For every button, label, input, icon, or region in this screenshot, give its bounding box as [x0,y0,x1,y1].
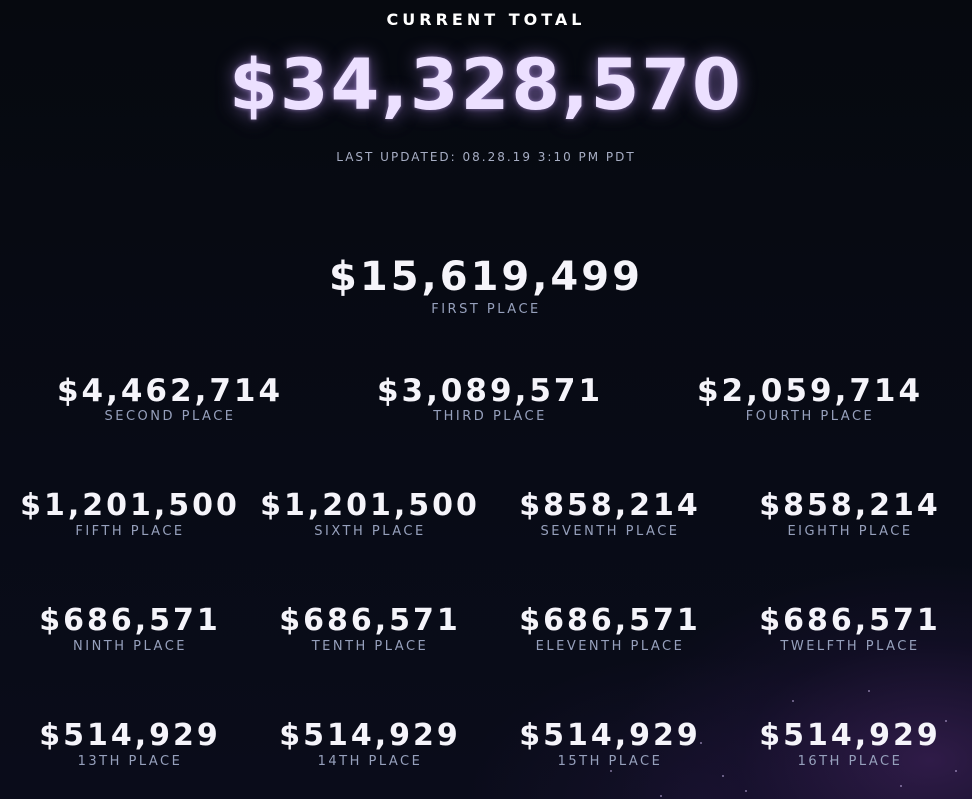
prize-amount: $514,929 [519,718,701,753]
prize-14th-place: $514,929 14TH PLACE [250,718,490,769]
prize-first-place: $15,619,499 FIRST PLACE [286,254,686,317]
prize-place-label: 13TH PLACE [77,754,183,769]
prize-amount: $15,619,499 [329,254,643,300]
prize-third-place: $3,089,571 THIRD PLACE [350,373,630,424]
prize-place-label: 14TH PLACE [317,754,423,769]
prize-amount: $3,089,571 [376,373,604,409]
prize-16th-place: $514,929 16TH PLACE [730,718,970,769]
prize-15th-place: $514,929 15TH PLACE [490,718,730,769]
prize-place-label: 15TH PLACE [557,754,663,769]
current-total-amount: $34,328,570 [229,44,743,126]
prize-place-label: FIFTH PLACE [75,524,185,539]
prize-13th-place: $514,929 13TH PLACE [10,718,250,769]
prize-place-label: TWELFTH PLACE [780,639,920,654]
prize-amount: $4,462,714 [56,373,284,409]
prize-amount: $2,059,714 [696,373,924,409]
prize-place-label: 16TH PLACE [797,754,903,769]
prize-ninth-place: $686,571 NINTH PLACE [10,603,250,654]
prize-fifth-place: $1,201,500 FIFTH PLACE [10,488,250,539]
prize-amount: $514,929 [759,718,941,753]
prize-amount: $686,571 [39,603,221,638]
prize-place-label: NINTH PLACE [73,639,187,654]
prize-amount: $686,571 [759,603,941,638]
prize-amount: $858,214 [519,488,701,523]
prize-place-label: FOURTH PLACE [745,409,875,424]
prize-place-label: EIGHTH PLACE [787,524,913,539]
prize-place-label: SIXTH PLACE [314,524,426,539]
current-total-label: CURRENT TOTAL [386,10,586,29]
last-updated-text: LAST UPDATED: 08.28.19 3:10 PM PDT [336,150,636,164]
prize-place-label: TENTH PLACE [311,639,429,654]
prize-eighth-place: $858,214 EIGHTH PLACE [730,488,970,539]
prize-amount: $514,929 [39,718,221,753]
prize-place-label: FIRST PLACE [431,302,541,317]
prize-tenth-place: $686,571 TENTH PLACE [250,603,490,654]
prize-place-label: ELEVENTH PLACE [535,639,685,654]
prize-place-label: THIRD PLACE [433,409,547,424]
prize-place-label: SECOND PLACE [104,409,236,424]
prize-amount: $686,571 [279,603,461,638]
prize-amount: $514,929 [279,718,461,753]
prize-amount: $686,571 [519,603,701,638]
prize-amount: $1,201,500 [260,488,480,523]
prize-amount: $1,201,500 [20,488,240,523]
prize-sixth-place: $1,201,500 SIXTH PLACE [250,488,490,539]
prize-place-label: SEVENTH PLACE [540,524,680,539]
prize-twelfth-place: $686,571 TWELFTH PLACE [730,603,970,654]
prize-fourth-place: $2,059,714 FOURTH PLACE [670,373,950,424]
prize-second-place: $4,462,714 SECOND PLACE [30,373,310,424]
prize-eleventh-place: $686,571 ELEVENTH PLACE [490,603,730,654]
prize-amount: $858,214 [759,488,941,523]
prize-seventh-place: $858,214 SEVENTH PLACE [490,488,730,539]
